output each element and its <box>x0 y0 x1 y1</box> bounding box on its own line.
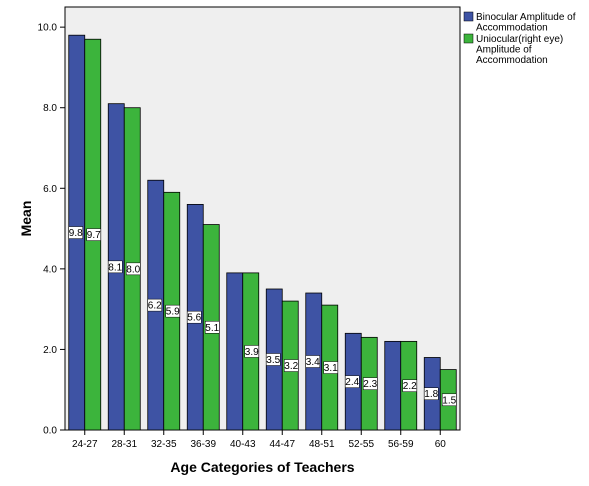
y-tick-label: 0.0 <box>43 426 57 437</box>
x-tick-label: 48-51 <box>309 439 335 450</box>
data-label: 3.9 <box>245 347 259 358</box>
data-label-box <box>402 379 417 392</box>
legend-swatch-binocular <box>463 11 474 22</box>
legend-label: Amplitude of <box>476 45 532 56</box>
x-tick-label: 44-47 <box>269 439 295 450</box>
data-label-box <box>323 361 338 374</box>
data-label-box <box>284 359 299 372</box>
y-tick-label: 6.0 <box>43 184 57 195</box>
data-label-box <box>165 304 180 318</box>
data-label-box <box>126 262 141 276</box>
data-label-box <box>305 355 320 368</box>
data-label-box <box>147 298 162 312</box>
x-tick-label: 24-27 <box>72 439 98 450</box>
data-label-box <box>266 353 281 366</box>
data-label: 2.2 <box>403 381 417 392</box>
data-label: 3.2 <box>284 361 298 372</box>
data-labels: 9.8 9.7 8.1 8.0 6.2 5.9 5.6 5.1 3.9 3.5 3.2 3.4 3.1 2… <box>68 226 457 407</box>
data-label: 3.1 <box>324 363 338 374</box>
y-tick-label: 10.0 <box>38 23 58 34</box>
x-tick-label: 56-59 <box>388 439 414 450</box>
x-tick-label: 28-31 <box>111 439 137 450</box>
data-label: 9.8 <box>69 228 83 239</box>
x-tick-label: 60 <box>435 439 447 450</box>
legend-label: Accommodation <box>476 23 548 34</box>
data-label: 5.6 <box>187 313 201 324</box>
legend: Binocular Amplitude ofAccommodationUnioc… <box>463 11 576 66</box>
y-axis: 0.0 2.0 4.0 6.0 8.0 10.0 <box>38 23 65 437</box>
data-label: 1.8 <box>424 389 438 400</box>
data-label-box <box>363 377 378 390</box>
data-label: 1.5 <box>442 395 456 406</box>
y-tick-label: 4.0 <box>43 264 57 275</box>
data-label-box <box>442 393 457 407</box>
legend-label: Uniocular(right eye) <box>476 34 563 45</box>
x-tick-label: 32-35 <box>151 439 177 450</box>
data-label-box <box>345 375 360 388</box>
x-axis: 24-27 28-31 32-35 36-39 40-43 44-47 48-51 52-55… <box>72 430 446 450</box>
data-label: 2.4 <box>345 377 359 388</box>
data-label-box <box>244 345 259 358</box>
data-label-box <box>68 226 83 239</box>
data-label: 2.3 <box>363 379 377 390</box>
legend-swatch-uniocular <box>463 33 474 44</box>
y-axis-title: Mean <box>18 201 34 237</box>
legend-label: Binocular Amplitude of <box>476 12 576 23</box>
data-label: 3.5 <box>266 355 280 366</box>
legend-label: Accommodation <box>476 55 548 66</box>
data-label: 9.7 <box>87 230 101 241</box>
data-label: 8.1 <box>108 262 122 273</box>
data-label-box <box>86 228 101 241</box>
x-tick-label: 52-55 <box>348 439 374 450</box>
x-tick-label: 40-43 <box>230 439 256 450</box>
data-label: 8.0 <box>126 264 140 275</box>
data-label: 5.9 <box>166 307 180 318</box>
data-label-box <box>205 321 220 334</box>
y-tick-label: 8.0 <box>43 103 57 114</box>
data-label: 5.1 <box>205 323 219 334</box>
x-tick-label: 36-39 <box>190 439 216 450</box>
data-label-box <box>187 310 202 324</box>
bar-binocular-40-43 <box>226 272 244 431</box>
bar-binocular-56-59 <box>384 340 402 431</box>
x-axis-title: Age Categories of Teachers <box>170 459 354 475</box>
data-label-box <box>108 260 123 274</box>
data-label-box <box>424 387 439 400</box>
y-tick-label: 2.0 <box>43 345 57 356</box>
data-label: 6.2 <box>148 301 162 312</box>
data-label: 3.4 <box>306 357 320 368</box>
